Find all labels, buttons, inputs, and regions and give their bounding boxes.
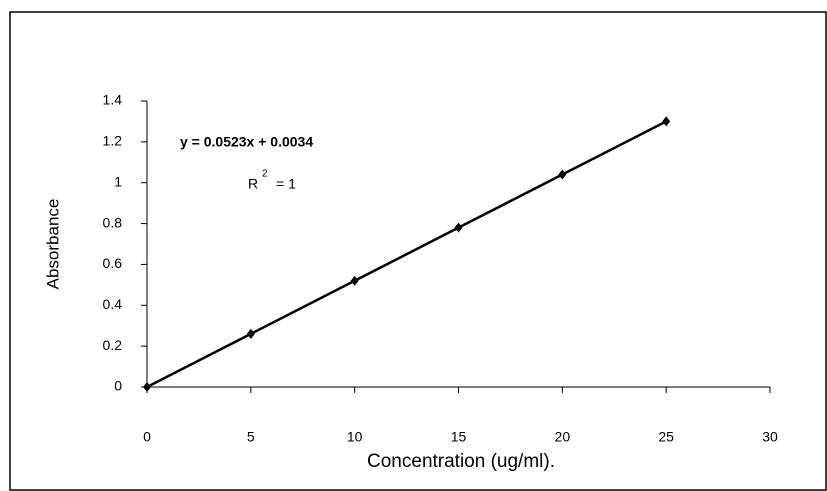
y-tick-label: 0.4 — [103, 296, 123, 312]
y-tick-label: 1.4 — [103, 92, 123, 108]
x-tick-label: 30 — [762, 429, 778, 445]
chart: y = 0.0523x + 0.0034 R 2 = 1 Concentrati… — [0, 0, 827, 491]
y-axis-title: Absorbance — [43, 199, 62, 290]
y-tick-label: 1 — [114, 173, 122, 189]
y-tick-label: 0.2 — [103, 337, 123, 353]
x-tick-label: 0 — [143, 429, 151, 445]
page: y = 0.0523x + 0.0034 R 2 = 1 Concentrati… — [0, 0, 827, 491]
x-tick-label: 25 — [658, 429, 674, 445]
x-tick-label: 5 — [247, 429, 255, 445]
r-squared-exponent: 2 — [262, 169, 268, 180]
r-squared-base: R — [248, 176, 258, 192]
x-tick-label: 20 — [555, 429, 571, 445]
x-tick-label: 10 — [347, 429, 363, 445]
y-tick-label: 0.6 — [103, 255, 123, 271]
x-axis-title: Concentration (ug/ml). — [367, 451, 555, 472]
x-tick-label: 15 — [451, 429, 467, 445]
equation: y = 0.0523x + 0.0034 — [180, 134, 313, 150]
y-tick-label: 0.8 — [103, 214, 123, 230]
r-squared-rest: = 1 — [276, 176, 296, 192]
y-tick-label: 1.2 — [103, 133, 123, 149]
y-tick-label: 0 — [114, 378, 122, 394]
chart-frame — [10, 12, 826, 490]
